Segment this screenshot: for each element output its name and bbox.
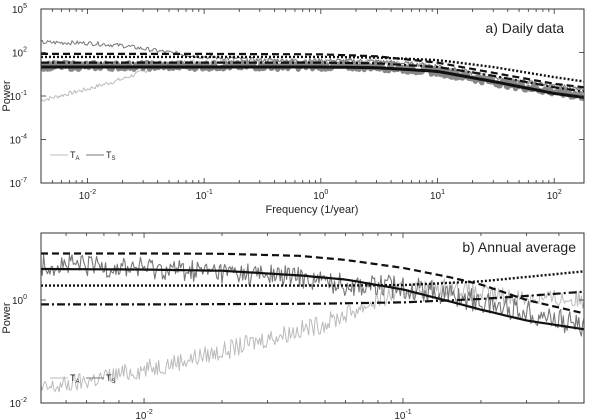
legend-label: TS (106, 150, 116, 162)
y-tick-label-base: 10 (10, 179, 22, 190)
y-tick-label: 105 (12, 3, 27, 16)
x-tick-label-base: 10 (195, 191, 207, 202)
x-tick-label-exp: 2 (558, 189, 562, 196)
panel-b-ylabel: Power (1, 302, 13, 334)
x-tick-label-base: 10 (430, 191, 442, 202)
panel-a-xlabel: Frequency (1/year) (266, 204, 359, 216)
panel-a-series (41, 40, 584, 102)
y-tick-label: 10-1 (10, 90, 27, 103)
legend-label-main: T (70, 150, 76, 160)
panel-b-series-2 (41, 252, 584, 315)
y-tick-label-base: 10 (12, 296, 24, 307)
x-tick-label: 10-2 (79, 189, 96, 202)
x-tick-label-base: 10 (79, 191, 91, 202)
x-tick-label-base: 10 (313, 191, 325, 202)
panel-b-series-0 (41, 278, 584, 393)
x-tick-label: 10-1 (394, 409, 411, 420)
legend-label-main: T (106, 150, 112, 160)
y-tick-label-exp: 0 (23, 294, 27, 301)
y-tick-label-exp: -7 (21, 177, 27, 184)
y-tick-label: 10-7 (10, 177, 27, 190)
x-tick-label-exp: 0 (324, 189, 328, 196)
panel-b-title: b) Annual average (462, 239, 576, 255)
y-tick-label-exp: 5 (23, 3, 27, 10)
legend-label: TA (70, 373, 80, 385)
x-tick-label: 102 (547, 189, 562, 202)
legend-label: TS (106, 373, 116, 385)
legend-label-sub: A (76, 156, 80, 162)
legend-label-main: T (70, 373, 76, 383)
x-tick-label: 10-2 (135, 409, 152, 420)
y-tick-label: 10-4 (10, 134, 27, 147)
x-tick-label-exp: -1 (207, 189, 213, 196)
legend-label-sub: S (112, 156, 116, 162)
y-tick-label: 10-2 (10, 397, 27, 410)
x-tick-label-exp: 1 (441, 189, 445, 196)
x-tick-label-exp: -1 (405, 409, 411, 416)
panel-b-series-4 (41, 270, 584, 287)
panel-a-ylabel: Power (1, 80, 13, 112)
x-tick-label-exp: -2 (146, 409, 152, 416)
panel-b-legend: TA TS (50, 373, 116, 385)
panel-b-series-3 (41, 267, 584, 331)
legend-label: TA (70, 150, 80, 162)
panel-b-series (41, 252, 584, 393)
panel-a-legend: TA TS (50, 150, 116, 162)
panel-b-series-1 (41, 254, 584, 337)
x-tick-label: 100 (313, 189, 328, 202)
panel-a-series-3 (41, 52, 584, 89)
panel-a-title: a) Daily data (485, 20, 564, 36)
y-tick-label-base: 10 (10, 136, 22, 147)
y-tick-label-exp: 2 (23, 47, 27, 54)
panel-a-series-4 (41, 55, 584, 83)
y-tick-label-exp: -1 (21, 90, 27, 97)
x-tick-label: 101 (430, 189, 445, 202)
x-tick-label: 10-1 (195, 189, 212, 202)
x-tick-label-base: 10 (547, 191, 559, 202)
y-tick-label-base: 10 (12, 49, 24, 60)
y-tick-label: 102 (12, 47, 27, 60)
panel-a-series-5 (41, 61, 584, 93)
legend-label-sub: S (112, 379, 116, 385)
x-tick-label-exp: -2 (90, 189, 96, 196)
panel-a-series-6 (41, 65, 584, 99)
y-tick-label-base: 10 (10, 92, 22, 103)
y-tick-label: 100 (12, 294, 27, 307)
y-tick-label-base: 10 (10, 399, 22, 410)
y-tick-label-exp: -4 (21, 134, 27, 141)
panel-b-frame (40, 232, 585, 404)
x-tick-label-base: 10 (135, 411, 147, 420)
y-tick-label-base: 10 (12, 5, 24, 16)
y-tick-label-exp: -2 (21, 397, 27, 404)
legend-label-sub: A (76, 379, 80, 385)
legend-label-main: T (106, 373, 112, 383)
x-tick-label-base: 10 (394, 411, 406, 420)
panel-b-series-5 (41, 290, 584, 306)
